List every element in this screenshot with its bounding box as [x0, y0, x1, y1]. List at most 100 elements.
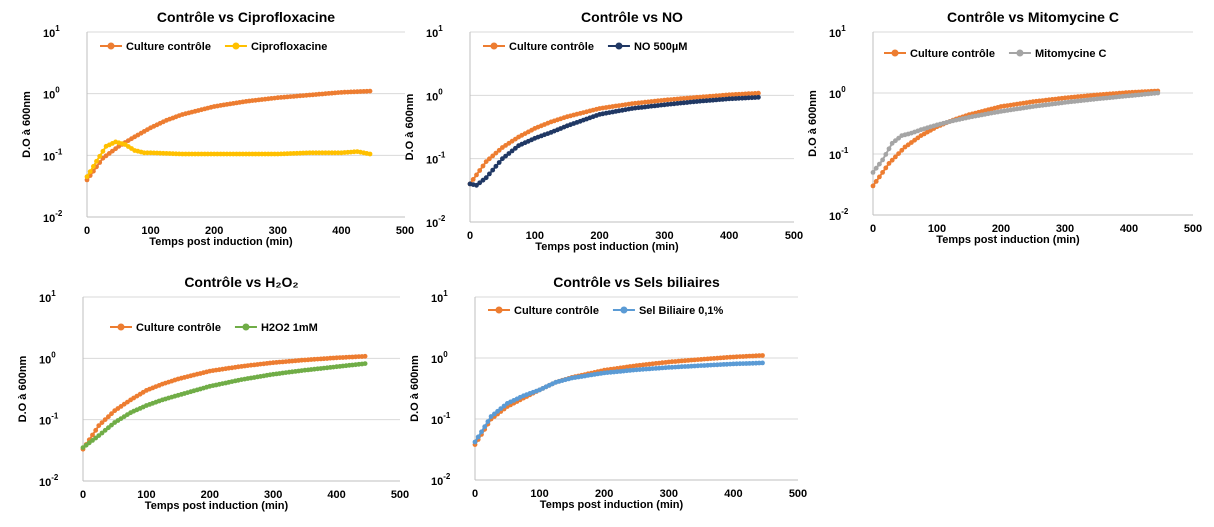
- legend-label: NO 500µM: [634, 41, 687, 53]
- tick-exponent: 1: [841, 24, 846, 33]
- tick-base: 10: [39, 354, 51, 366]
- tick-base: 10: [39, 293, 51, 305]
- data-point: [880, 157, 885, 163]
- x-tick-label: 100: [530, 488, 548, 500]
- x-axis-label: Temps post induction (min): [145, 500, 289, 512]
- data-point: [756, 94, 761, 100]
- tick-exponent: 0: [443, 350, 448, 359]
- data-point: [472, 439, 478, 445]
- data-point: [109, 422, 114, 428]
- data-point: [96, 423, 102, 428]
- y-tick-label: 10-2: [39, 473, 59, 489]
- tick-base: 10: [431, 354, 443, 366]
- data-point: [873, 179, 879, 184]
- data-point: [886, 146, 892, 152]
- data-point: [889, 140, 895, 146]
- tick-base: 10: [39, 416, 51, 428]
- tick-base: 10: [43, 90, 55, 102]
- legend-marker: [107, 42, 115, 50]
- y-tick-label: 101: [39, 289, 56, 305]
- data-point: [498, 406, 504, 411]
- chart-title: Contrôle vs NO: [581, 9, 683, 25]
- x-tick-label: 0: [467, 230, 473, 242]
- data-point: [870, 183, 876, 189]
- tick-base: 10: [829, 28, 841, 40]
- x-tick-label: 300: [655, 230, 673, 242]
- x-tick-label: 400: [724, 488, 742, 500]
- data-point: [479, 429, 484, 435]
- x-tick-label: 400: [720, 230, 738, 242]
- data-point: [870, 170, 876, 175]
- data-point: [362, 361, 368, 366]
- x-axis-label: Temps post induction (min): [535, 241, 679, 253]
- data-point: [102, 417, 108, 422]
- y-tick-label: 100: [829, 85, 846, 101]
- x-tick-label: 200: [201, 489, 219, 501]
- y-tick-label: 10-1: [426, 151, 446, 167]
- x-tick-label: 200: [205, 225, 223, 237]
- legend-marker: [490, 42, 498, 50]
- data-point: [94, 158, 99, 164]
- legend-label: Culture contrôle: [509, 41, 594, 53]
- x-tick-label: 300: [269, 225, 287, 237]
- data-point: [493, 150, 499, 156]
- x-tick-label: 300: [264, 489, 282, 501]
- data-point: [90, 432, 95, 438]
- legend-item: Sel Biliaire 0,1%: [612, 305, 724, 317]
- y-axis-label: D.O à 600nm: [17, 355, 29, 422]
- legend-label: Culture contrôle: [126, 41, 211, 53]
- data-point: [877, 174, 882, 180]
- y-axis-label: D.O à 600nm: [807, 90, 819, 157]
- x-tick-label: 200: [590, 230, 608, 242]
- legend-marker: [495, 306, 503, 314]
- data-point: [896, 151, 901, 157]
- x-tick-label: 100: [526, 230, 544, 242]
- data-point: [513, 145, 518, 151]
- x-tick-label: 500: [789, 488, 807, 500]
- tick-base: 10: [39, 477, 51, 489]
- y-tick-label: 100: [43, 86, 60, 102]
- data-point: [1155, 90, 1161, 96]
- x-tick-label: 0: [870, 223, 876, 235]
- tick-exponent: -1: [51, 412, 59, 421]
- legend-marker: [891, 49, 899, 57]
- tick-base: 10: [829, 150, 841, 162]
- data-point: [760, 360, 765, 366]
- tick-exponent: 1: [443, 289, 448, 298]
- series-2: [80, 361, 368, 450]
- tick-exponent: -2: [841, 207, 849, 216]
- tick-base: 10: [43, 151, 55, 163]
- legend: Culture contrôle Sel Biliaire 0,1%: [488, 305, 724, 317]
- data-point: [97, 153, 103, 159]
- data-point: [102, 427, 108, 433]
- chart-title: Contrôle vs Mitomycine C: [947, 9, 1119, 25]
- legend-marker: [620, 306, 628, 314]
- data-point: [492, 411, 497, 417]
- tick-base: 10: [426, 218, 438, 230]
- data-point: [91, 164, 96, 169]
- tick-base: 10: [829, 211, 841, 223]
- data-point: [877, 161, 882, 167]
- legend-item: Culture contrôle: [884, 48, 995, 60]
- x-tick-label: 100: [141, 225, 159, 237]
- legend: Culture contrôle Ciprofloxacine: [100, 41, 327, 53]
- tick-base: 10: [829, 89, 841, 101]
- legend-item: Culture contrôle: [488, 305, 599, 317]
- data-point: [756, 90, 761, 96]
- data-point: [482, 424, 488, 430]
- legend: Culture contrôle Mitomycine C: [884, 48, 1107, 60]
- series-1: [870, 88, 1161, 189]
- tick-exponent: 0: [438, 87, 443, 96]
- series-1: [84, 88, 373, 183]
- data-point: [487, 156, 492, 162]
- legend-label: Culture contrôle: [136, 322, 221, 334]
- legend-marker: [1016, 49, 1024, 57]
- data-point: [896, 135, 901, 141]
- data-point: [109, 411, 114, 417]
- y-tick-label: 100: [426, 87, 443, 103]
- legend-item: Culture contrôle: [110, 322, 221, 334]
- x-tick-label: 300: [660, 488, 678, 500]
